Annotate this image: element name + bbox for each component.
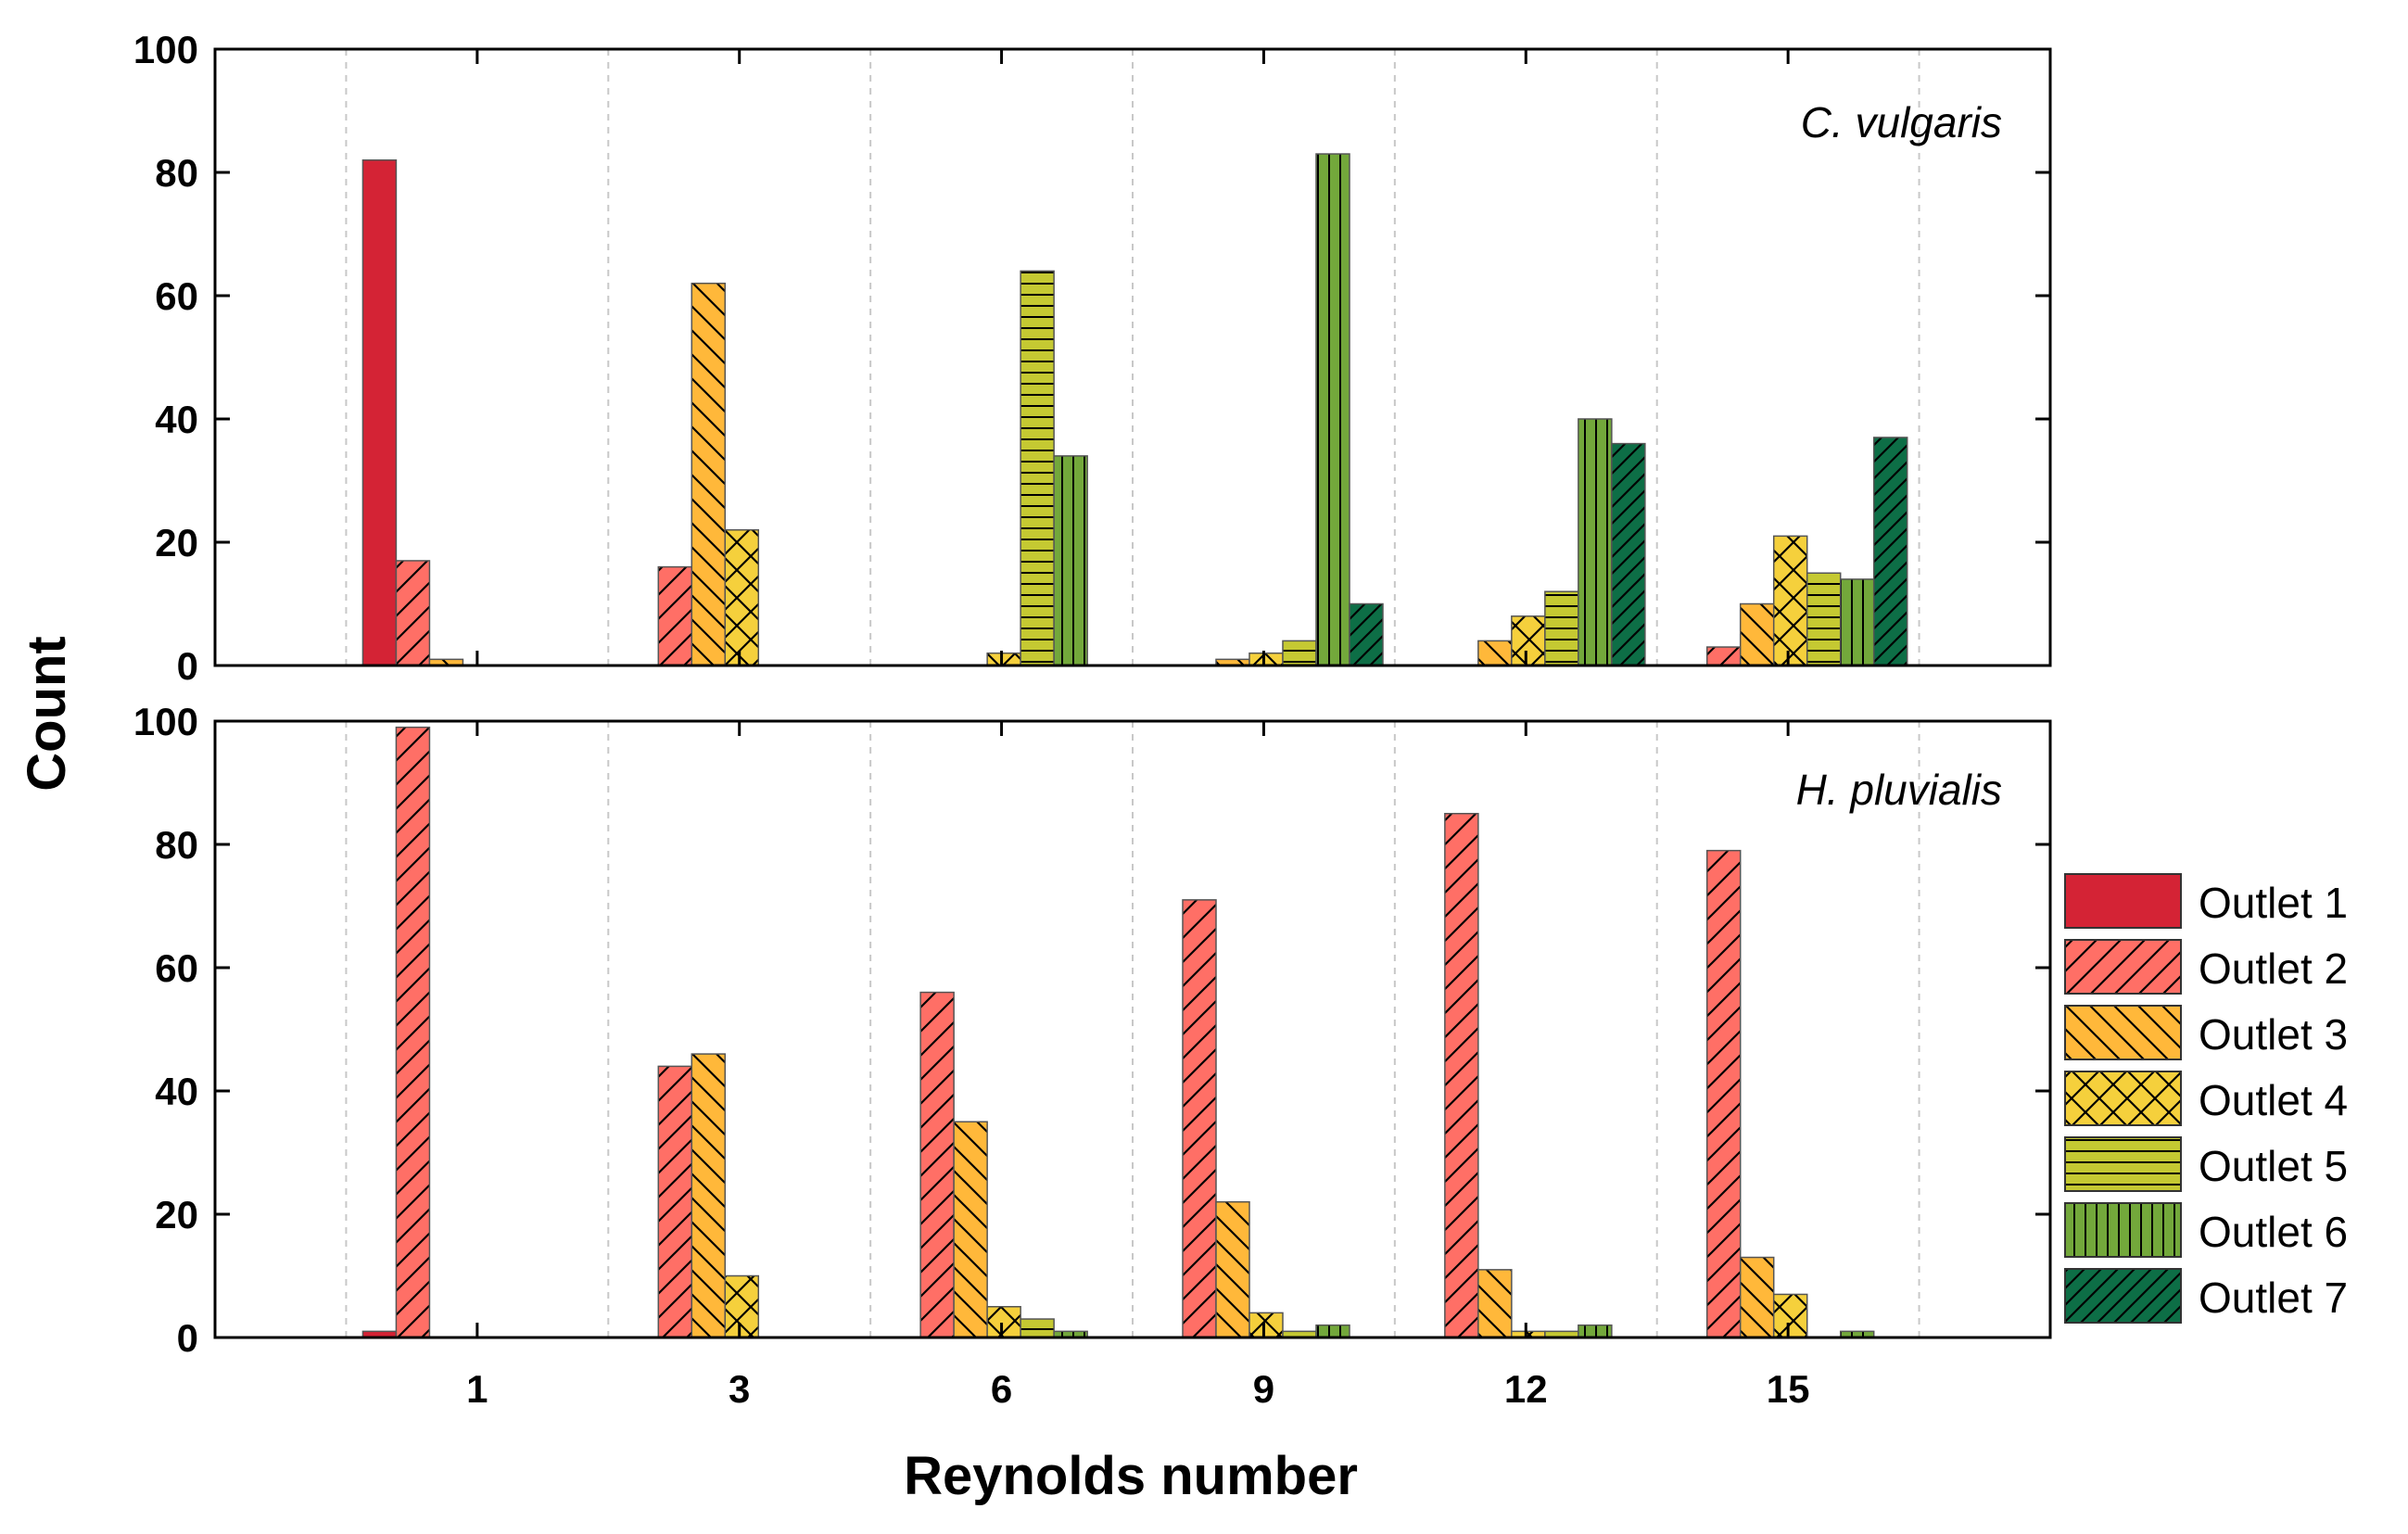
bar-bottom-outlet-2-15: [1705, 849, 1742, 1338]
bar-bottom-outlet-6-12: [1578, 1324, 1613, 1338]
legend: Outlet 1 Outlet 2 Outlet 3 Outlet 4 Outl…: [2064, 873, 2348, 1324]
bar-top-outlet-3-3: [691, 282, 727, 666]
bar-top-outlet-4-3: [724, 528, 760, 666]
bar-bottom-outlet-4-3: [724, 1274, 760, 1338]
legend-label-outlet-4: Outlet 4: [2199, 1076, 2348, 1124]
y-tick-label: 60: [155, 946, 198, 990]
legend-swatch-outlet-1: [2064, 873, 2182, 929]
bar-bottom-outlet-2-9: [1182, 899, 1217, 1338]
x-tick-label: 12: [1504, 1367, 1548, 1411]
bar-top-outlet-7-15: [1872, 437, 1908, 666]
axes: 0 20 40 60 80 100 0 20 40 60 80 100 1 3 6 9 12 15: [133, 28, 2052, 1411]
y-tick-label: 0: [177, 644, 198, 688]
x-tick-label: 15: [1767, 1367, 1810, 1411]
bar-top-outlet-2-1: [395, 560, 431, 666]
y-axis-title: Count: [17, 636, 77, 792]
bar-top-outlet-6-6: [1053, 455, 1088, 666]
bar-bottom-outlet-4-6: [986, 1306, 1021, 1338]
x-tick-label: 9: [1253, 1367, 1274, 1411]
bar-bottom-outlet-2-6: [919, 991, 955, 1338]
legend-swatch-outlet-7: [2064, 1268, 2182, 1324]
bar-top-outlet-5-9: [1282, 640, 1317, 666]
bar-top-outlet-7-9: [1349, 602, 1384, 666]
bar-top-outlet-4-9: [1248, 652, 1284, 666]
bar-top-outlet-6-9: [1315, 153, 1350, 666]
legend-swatch-outlet-2: [2064, 939, 2182, 995]
bar-bottom-outlet-3-3: [691, 1053, 727, 1338]
x-tick-label: 3: [729, 1367, 750, 1411]
y-tick-label: 80: [155, 823, 198, 867]
bar-bottom-outlet-3-9: [1215, 1200, 1250, 1338]
bar-top-outlet-2-3: [657, 565, 693, 666]
bar-bottom-outlet-4-9: [1248, 1312, 1284, 1338]
y-tick-label: 100: [133, 28, 198, 71]
panel-label-bottom: H. pluvialis: [1796, 766, 2002, 814]
panel-label-top: C. vulgaris: [1801, 98, 2002, 146]
y-tick-label: 40: [155, 1070, 198, 1113]
legend-label-outlet-3: Outlet 3: [2199, 1010, 2348, 1059]
bar-top-outlet-5-6: [1020, 270, 1055, 666]
y-tick-label: 100: [133, 700, 198, 743]
bar-top-outlet-6-15: [1839, 578, 1875, 666]
bar-bottom-outlet-5-6: [1020, 1318, 1055, 1338]
legend-swatch-outlet-4: [2064, 1071, 2182, 1126]
bar-bottom-outlet-3-15: [1739, 1256, 1775, 1338]
bar-top-outlet-6-12: [1578, 418, 1613, 666]
bar-bottom-outlet-3-6: [953, 1121, 988, 1338]
legend-label-outlet-1: Outlet 1: [2199, 879, 2348, 927]
x-tick-label: 6: [991, 1367, 1012, 1411]
y-tick-label: 60: [155, 274, 198, 318]
legend-swatch-outlet-6: [2064, 1202, 2182, 1258]
plot-frame-bottom: [213, 719, 2052, 1339]
legend-label-outlet-6: Outlet 6: [2199, 1208, 2348, 1256]
bar-top-outlet-3-15: [1739, 602, 1775, 666]
bar-top-outlet-7-12: [1611, 442, 1646, 666]
bar-top-outlet-4-15: [1772, 535, 1808, 666]
grid-lines: [345, 49, 1920, 1337]
bar-bottom-outlet-6-9: [1315, 1324, 1350, 1338]
legend-label-outlet-5: Outlet 5: [2199, 1142, 2348, 1190]
bar-top-outlet-5-15: [1806, 572, 1842, 666]
bar-top-outlet-2-15: [1705, 646, 1742, 666]
bar-top-outlet-5-12: [1544, 590, 1579, 666]
bar-bottom-outlet-2-1: [395, 726, 431, 1338]
legend-label-outlet-2: Outlet 2: [2199, 944, 2348, 993]
x-tick-label: 1: [466, 1367, 488, 1411]
bar-bottom-outlet-2-12: [1444, 813, 1479, 1338]
y-tick-label: 20: [155, 1193, 198, 1236]
bar-bottom-outlet-2-3: [657, 1065, 693, 1338]
bar-bottom-outlet-3-12: [1477, 1269, 1513, 1338]
bar-top-outlet-4-6: [986, 652, 1021, 666]
y-tick-label: 20: [155, 521, 198, 564]
bars: [361, 153, 1908, 1338]
legend-swatch-outlet-5: [2064, 1136, 2182, 1192]
y-tick-label: 40: [155, 398, 198, 441]
bar-top-outlet-3-12: [1477, 640, 1513, 666]
bar-top-outlet-4-12: [1511, 615, 1546, 666]
legend-swatch-outlet-3: [2064, 1005, 2182, 1060]
plot-frame-top: [213, 47, 2052, 667]
legend-label-outlet-7: Outlet 7: [2199, 1274, 2348, 1322]
bar-top-outlet-1-1: [361, 158, 398, 666]
bar-bottom-outlet-4-15: [1772, 1293, 1808, 1338]
y-tick-label: 80: [155, 151, 198, 195]
x-axis-title: Reynolds number: [904, 1446, 1358, 1506]
y-tick-label: 0: [177, 1316, 198, 1360]
